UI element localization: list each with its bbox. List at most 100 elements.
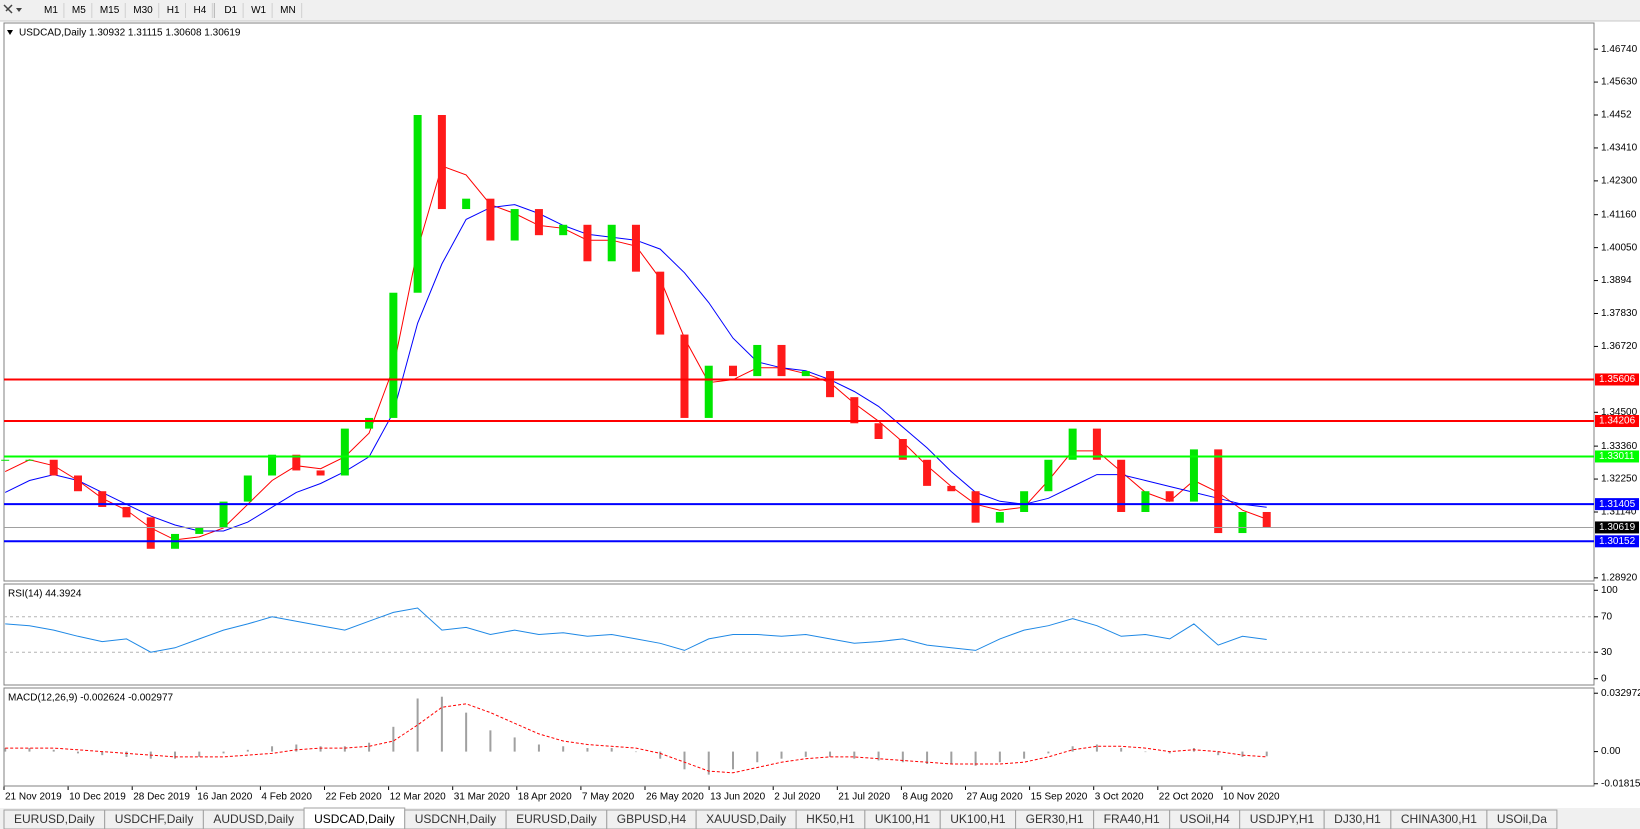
x-tick-label: 13 Jun 2020 [710, 792, 765, 803]
macd-histogram-bar [1071, 746, 1074, 752]
candle [73, 475, 82, 492]
candle [462, 198, 471, 210]
macd-histogram-bar [368, 742, 371, 752]
y-tick-label: 1.34500 [1601, 407, 1638, 418]
candle [243, 475, 252, 502]
candle [486, 198, 495, 241]
y-tick-label: 1.46740 [1601, 44, 1638, 55]
macd-histogram-bar [853, 751, 856, 759]
candle [777, 344, 786, 377]
macd-histogram-bar [780, 751, 783, 759]
x-tick-label: 21 Nov 2019 [5, 792, 62, 803]
candle [437, 115, 446, 210]
panel-frame [3, 583, 1595, 686]
price-level-box [1595, 373, 1639, 386]
timeframe-button[interactable]: M15 [100, 5, 120, 16]
timeframe-button[interactable]: MN [280, 5, 296, 16]
macd-histogram-bar [683, 751, 686, 770]
timeframe-button[interactable]: D1 [224, 5, 237, 16]
macd-histogram-bar [465, 712, 468, 752]
macd-histogram-bar [756, 751, 759, 763]
tab-label[interactable]: USDJPY,H1 [1250, 812, 1315, 826]
tab-label[interactable]: GER30,H1 [1026, 812, 1084, 826]
candle [753, 344, 762, 377]
candle [1092, 428, 1101, 460]
x-tick-label: 27 Aug 2020 [967, 792, 1024, 803]
timeframe-button[interactable]: H1 [167, 5, 180, 16]
macd-histogram-bar [489, 730, 492, 752]
price-level-label: 1.35606 [1599, 374, 1636, 385]
tab-label[interactable]: UK100,H1 [950, 812, 1006, 826]
y-tick-label: 1.45630 [1601, 77, 1638, 88]
macd-histogram-bar [901, 751, 904, 763]
macd-histogram-bar [1047, 751, 1050, 754]
tab-label[interactable]: USDCHF,Daily [115, 812, 194, 826]
tab-label[interactable]: GBPUSD,H4 [617, 812, 687, 826]
y-tick-label: -0.018154 [1601, 778, 1640, 789]
toolbar-dropdown[interactable] [16, 8, 22, 12]
y-tick-label: 0.00 [1601, 746, 1621, 757]
macd-histogram-bar [1168, 751, 1171, 754]
macd-histogram-bar [877, 751, 880, 761]
y-tick-label: 1.28920 [1601, 572, 1638, 583]
price-level-box [1595, 498, 1639, 511]
macd-histogram-bar [804, 751, 807, 757]
tab-label[interactable]: USOil,Da [1497, 812, 1547, 826]
x-tick-label: 8 Aug 2020 [902, 792, 953, 803]
timeframe-button[interactable]: H4 [194, 5, 207, 16]
symbol-menu-arrow[interactable] [7, 30, 13, 35]
y-tick-label: 1.41160 [1601, 209, 1637, 220]
panel-title: USDCAD,Daily 1.30932 1.31115 1.30608 1.3… [19, 28, 241, 39]
timeframe-button[interactable]: W1 [251, 5, 266, 16]
price-level-label: 1.30619 [1599, 522, 1636, 533]
x-tick-label: 10 Dec 2019 [69, 792, 126, 803]
tab-label[interactable]: AUDUSD,Daily [213, 812, 294, 826]
candle [510, 209, 519, 241]
macd-histogram-bar [1241, 751, 1244, 757]
tab-label[interactable]: EURUSD,Daily [516, 812, 597, 826]
toolbar-icon[interactable] [3, 4, 13, 14]
candle [1141, 491, 1150, 512]
tab[interactable] [1486, 809, 1558, 829]
macd-histogram-bar [392, 726, 395, 752]
tab-label[interactable]: USDCNH,Daily [415, 812, 496, 826]
candle [219, 501, 228, 528]
macd-histogram-bar [998, 751, 1001, 763]
candle [923, 459, 932, 486]
price-level-label: 1.30152 [1599, 536, 1636, 547]
macd-signal-line [5, 703, 1267, 774]
tab-label[interactable]: XAUUSD,Daily [706, 812, 786, 826]
price-level-label: 1.31405 [1599, 499, 1636, 510]
tab-label[interactable]: CHINA300,H1 [1401, 812, 1477, 826]
timeframe-button[interactable]: M5 [72, 5, 86, 16]
timeframe-button[interactable]: M1 [44, 5, 58, 16]
x-tick-label: 21 Jul 2020 [838, 792, 890, 803]
macd-histogram-bar [52, 749, 55, 752]
tab-label[interactable]: EURUSD,Daily [14, 812, 95, 826]
candle [1238, 511, 1247, 534]
tab-label[interactable]: UK100,H1 [875, 812, 931, 826]
candle [268, 454, 277, 476]
y-tick-label: 1.32250 [1601, 474, 1638, 485]
price-level-box [1595, 450, 1639, 463]
macd-histogram-bar [634, 751, 637, 753]
x-tick-label: 22 Feb 2020 [326, 792, 383, 803]
x-tick-label: 12 Mar 2020 [390, 792, 447, 803]
panel-frame [3, 687, 1595, 787]
candle [559, 224, 568, 236]
candle [195, 527, 204, 534]
candle [631, 224, 640, 272]
tab-label[interactable]: HK50,H1 [806, 812, 855, 826]
y-tick-label: 1.36720 [1601, 341, 1638, 352]
tab-label[interactable]: FRA40,H1 [1104, 812, 1160, 826]
tab-label[interactable]: DJ30,H1 [1334, 812, 1381, 826]
macd-histogram-bar [829, 751, 832, 757]
tab-label[interactable]: USDCAD,Daily [314, 812, 395, 826]
candle [25, 459, 34, 461]
x-tick-label: 28 Dec 2019 [133, 792, 190, 803]
tab-label[interactable]: USOil,H4 [1180, 812, 1230, 826]
y-tick-label: 1.37830 [1601, 308, 1638, 319]
timeframe-button[interactable]: M30 [133, 5, 153, 16]
x-tick-label: 31 Mar 2020 [454, 792, 511, 803]
